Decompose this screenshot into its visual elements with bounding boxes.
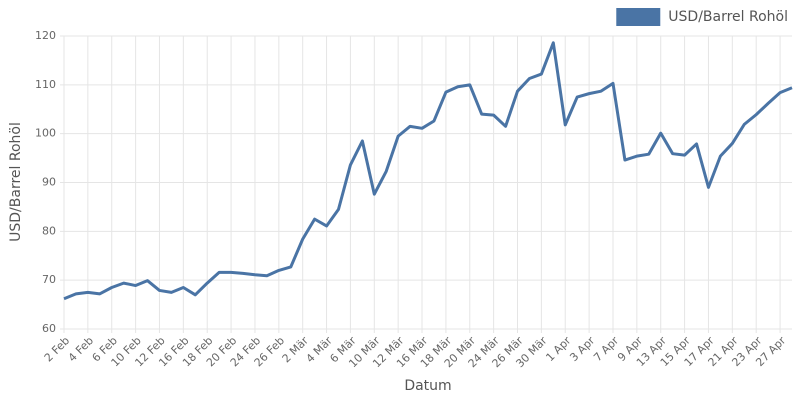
y-tick-label: 70 [42,273,56,286]
y-tick-label: 80 [42,224,56,237]
y-tick-label: 90 [42,176,56,189]
x-tick-label: 3 Apr [567,334,597,364]
x-tick-label: 7 Apr [591,334,621,364]
x-tick-label: 4 Feb [66,334,96,364]
y-tick-label: 60 [42,322,56,335]
x-tick-label: 4 Mär [304,334,336,366]
legend-swatch [616,8,661,26]
y-tick-label: 110 [35,78,56,91]
legend-label: USD/Barrel Rohöl [668,9,788,25]
y-tick-label: 120 [35,29,56,42]
x-tick-label: 2 Feb [42,334,72,364]
y-axis-title: USD/Barrel Rohöl [8,122,24,242]
y-tick-label: 100 [35,127,56,140]
x-tick-label: 1 Apr [543,334,573,364]
x-axis-title: Datum [404,378,451,394]
x-tick-label: 2 Mär [280,334,312,366]
data-line [63,41,793,301]
